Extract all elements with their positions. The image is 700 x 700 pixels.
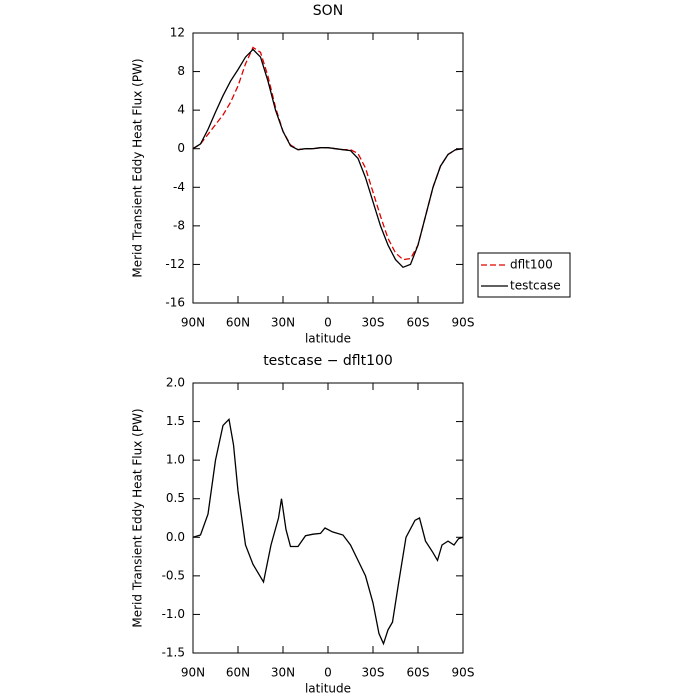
chart-title: SON [313, 3, 343, 19]
legend-label: testcase [510, 279, 561, 293]
y-axis-label: Merid Transient Eddy Heat Flux (PW) [131, 58, 145, 277]
chart-title: testcase − dflt100 [263, 353, 393, 369]
x-tick-label: 90N [181, 666, 205, 680]
y-tick-label: 2.0 [166, 376, 185, 390]
x-tick-label: 30S [362, 666, 385, 680]
y-tick-label: 12 [170, 26, 185, 40]
x-axis-label: latitude [305, 682, 351, 696]
x-tick-label: 30N [271, 666, 295, 680]
x-tick-label: 90S [452, 666, 475, 680]
x-tick-label: 60N [226, 316, 250, 330]
x-tick-label: 30S [362, 316, 385, 330]
y-tick-label: -1.0 [162, 607, 185, 621]
x-tick-label: 0 [324, 666, 332, 680]
y-tick-label: -8 [173, 218, 185, 232]
x-tick-label: 60S [407, 316, 430, 330]
plot-frame [192, 32, 464, 304]
x-tick-label: 90N [181, 316, 205, 330]
y-tick-label: 0.0 [166, 530, 185, 544]
y-tick-label: -0.5 [162, 568, 185, 582]
x-axis-label: latitude [305, 332, 351, 346]
y-axis-label: Merid Transient Eddy Heat Flux (PW) [131, 408, 145, 627]
x-tick-label: 0 [324, 316, 332, 330]
x-tick-label: 60N [226, 666, 250, 680]
legend-label: dflt100 [510, 258, 553, 272]
legend-box [477, 252, 571, 298]
x-tick-label: 60S [407, 666, 430, 680]
y-tick-label: 8 [177, 64, 185, 78]
data-line [192, 48, 464, 269]
y-tick-label: 1.5 [166, 414, 185, 428]
y-tick-label: -1.5 [162, 646, 185, 660]
data-line [192, 417, 464, 646]
y-tick-label: -4 [173, 180, 185, 194]
y-tick-label: 0 [177, 141, 185, 155]
x-tick-label: 90S [452, 316, 475, 330]
y-tick-label: -16 [165, 296, 185, 310]
y-tick-label: 4 [177, 103, 185, 117]
plot-frame [192, 382, 464, 654]
y-tick-label: 1.0 [166, 453, 185, 467]
x-tick-label: 30N [271, 316, 295, 330]
y-tick-label: 0.5 [166, 491, 185, 505]
y-tick-label: -12 [165, 257, 185, 271]
